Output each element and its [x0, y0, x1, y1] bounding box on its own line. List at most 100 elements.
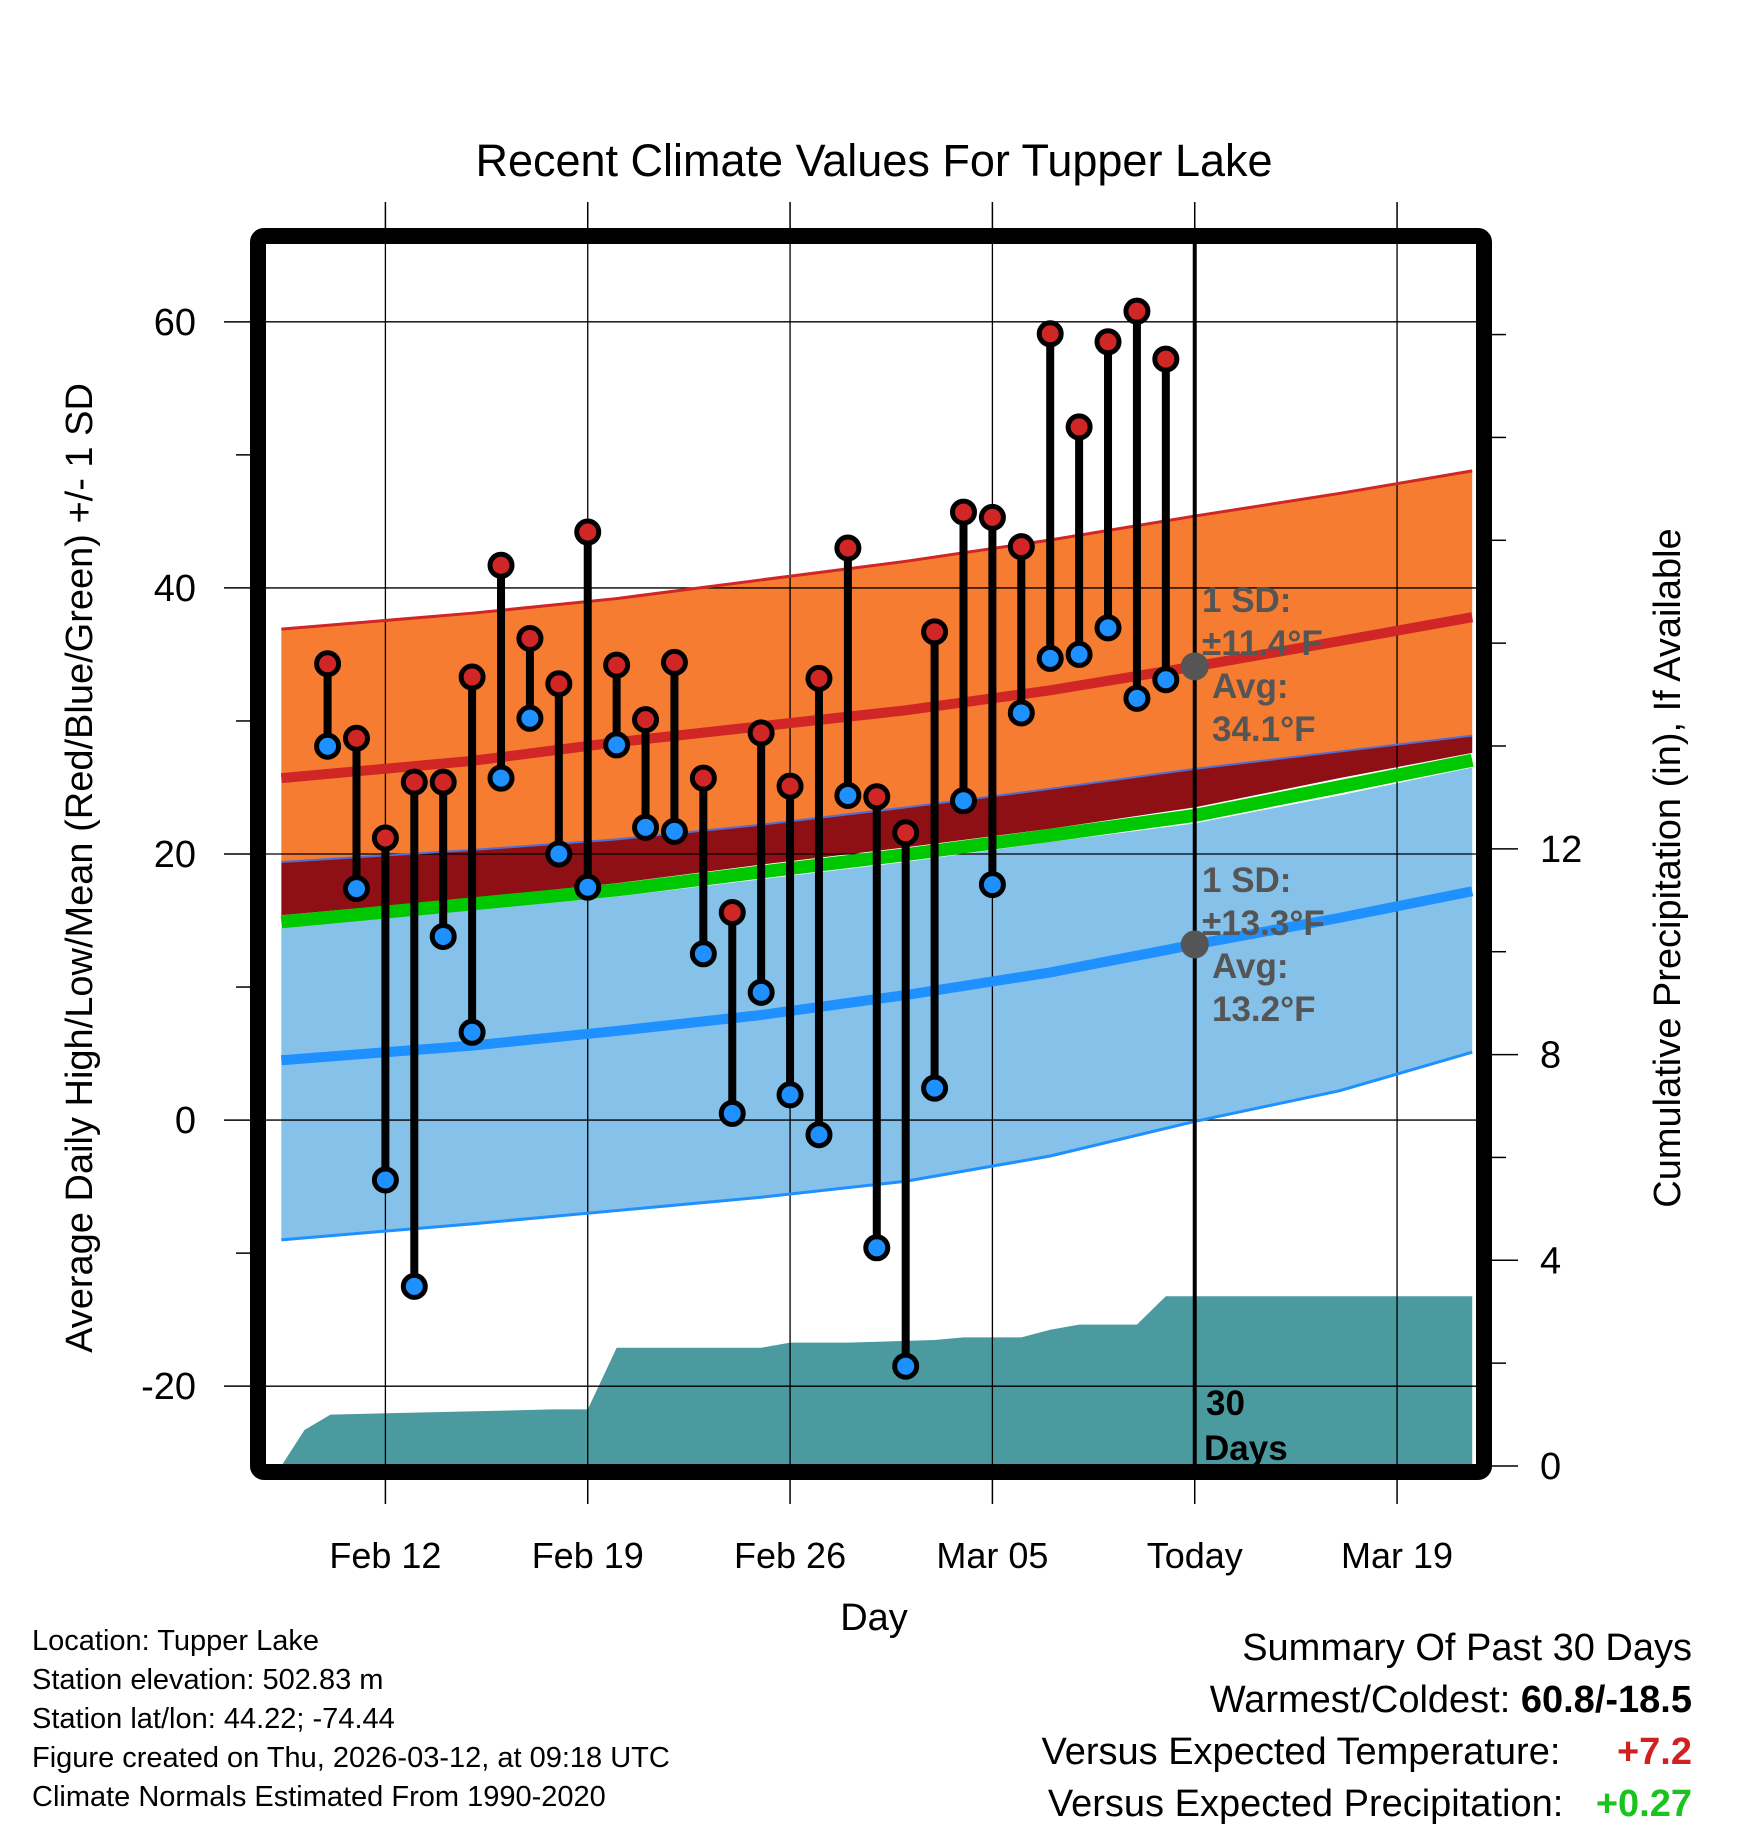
daily-low-point [400, 1272, 428, 1300]
daily-high-point [1036, 320, 1064, 348]
x-tick-label: Mar 05 [936, 1535, 1048, 1576]
created-text: Figure created on Thu, 2026-03-12, at 09… [32, 1742, 670, 1774]
location-text: Location: Tupper Lake [32, 1625, 319, 1657]
normals-text: Climate Normals Estimated From 1990-2020 [32, 1781, 606, 1813]
daily-low-point [429, 922, 457, 950]
daily-high-point [978, 503, 1006, 531]
x-tick-label: Mar 19 [1341, 1535, 1453, 1576]
daily-high-point [632, 706, 660, 734]
daily-high-point [1007, 533, 1035, 561]
daily-high-point [545, 670, 573, 698]
high-sd-label: 1 SD: [1202, 581, 1291, 620]
daily-low-point [574, 873, 602, 901]
daily-low-point [487, 764, 515, 792]
days-word: Days [1204, 1429, 1288, 1468]
y-axis-label: Average Daily High/Low/Mean (Red/Blue/Gr… [59, 383, 101, 1353]
plot-border [250, 228, 1492, 1480]
daily-low-point [458, 1018, 486, 1046]
daily-high-point [1123, 297, 1151, 325]
x-axis-label: Day [840, 1597, 908, 1639]
daily-low-point [1094, 614, 1122, 642]
daily-high-point [516, 624, 544, 652]
days-count: 30 [1206, 1384, 1245, 1423]
daily-low-point [314, 732, 342, 760]
daily-low-point [949, 787, 977, 815]
daily-high-point [834, 534, 862, 562]
daily-low-point [603, 731, 631, 759]
daily-high-point [747, 719, 775, 747]
daily-low-point [776, 1081, 804, 1109]
y2-tick-label: 4 [1540, 1240, 1561, 1282]
high-normal-line [280, 612, 1474, 784]
daily-low-point [1065, 640, 1093, 668]
y2-tick-label: 12 [1540, 829, 1582, 871]
daily-low-point [1152, 666, 1180, 694]
high-avg-label: Avg: [1212, 667, 1288, 706]
daily-high-point [314, 650, 342, 678]
station-info: Location: Tupper Lake Station elevation:… [32, 1622, 670, 1817]
elevation-text: Station elevation: 502.83 m [32, 1664, 384, 1696]
daily-low-point [718, 1099, 746, 1127]
y-tick-label: 20 [154, 834, 196, 876]
daily-low-point [1123, 684, 1151, 712]
y-tick-label: 0 [175, 1100, 196, 1142]
y-tick-label: -20 [141, 1366, 196, 1408]
daily-high-point [689, 764, 717, 792]
daily-low-point [863, 1234, 891, 1262]
daily-high-point [949, 498, 977, 526]
high-avg-value: 34.1°F [1212, 710, 1316, 749]
warm-cold-value: 60.8/-18.5 [1520, 1679, 1692, 1721]
precip-label: Versus Expected Precipitation: [1047, 1783, 1564, 1825]
y2-axis-label: Cumulative Precipitation (in), If Availa… [1647, 528, 1689, 1207]
daily-high-point [342, 724, 370, 752]
daily-low-point [1036, 644, 1064, 672]
daily-high-point [805, 664, 833, 692]
low-sd-label: 1 SD: [1202, 861, 1291, 900]
high-plus-sd-line [281, 469, 1473, 631]
x-tick-label: Today [1147, 1535, 1243, 1576]
y2-tick-label: 0 [1540, 1446, 1561, 1488]
daily-low-point [805, 1121, 833, 1149]
chart-title: Recent Climate Values For Tupper Lake [475, 135, 1272, 186]
temp-label: Versus Expected Temperature: [1041, 1731, 1561, 1773]
axes: Feb 12 Feb 19 Feb 26 Mar 05 Today Mar 19 -20 0 2… [141, 202, 1582, 1576]
high-sd-value: ±11.4°F [1202, 624, 1323, 663]
days-annotation: 30 Days [1204, 1384, 1288, 1468]
low-avg-value: 13.2°F [1212, 990, 1316, 1029]
daily-high-point [1094, 328, 1122, 356]
precip-cumulative-area [281, 1296, 1473, 1466]
daily-low-point [660, 817, 688, 845]
x-tick-label: Feb 19 [532, 1535, 644, 1576]
today-marker [1180, 242, 1209, 1466]
daily-low-point [747, 978, 775, 1006]
daily-high-point [603, 651, 631, 679]
daily-high-point [371, 824, 399, 852]
high-avg-marker [1180, 652, 1209, 681]
high-sd-band [281, 470, 1473, 862]
precip-row: Versus Expected Precipitation: +0.27 [1041, 1778, 1692, 1830]
y-tick-label: 40 [154, 568, 196, 610]
daily-high-point [1065, 413, 1093, 441]
daily-low-point [632, 813, 660, 841]
warm-cold-label: Warmest/Coldest: [1209, 1679, 1511, 1721]
low-annotation: 1 SD: ±13.3°F Avg: 13.2°F [1202, 861, 1325, 1029]
warm-cold-row: Warmest/Coldest: 60.8/-18.5 [1041, 1674, 1692, 1726]
daily-high-point [458, 663, 486, 691]
daily-high-point [921, 618, 949, 646]
daily-high-point [429, 768, 457, 796]
low-avg-label: Avg: [1212, 947, 1288, 986]
daily-high-point [776, 772, 804, 800]
daily-low-point [689, 940, 717, 968]
temp-value: +7.2 [1616, 1731, 1692, 1773]
summary-title: Summary Of Past 30 Days [1242, 1627, 1692, 1669]
y-tick-label: 60 [154, 302, 196, 344]
daily-high-point [660, 648, 688, 676]
latlon-text: Station lat/lon: 44.22; -74.44 [32, 1703, 395, 1735]
daily-low-point [921, 1074, 949, 1102]
daily-high-point [1152, 345, 1180, 373]
daily-low-point [342, 875, 370, 903]
precip-value: +0.27 [1595, 1783, 1692, 1825]
daily-low-point [978, 871, 1006, 899]
precipitation-area [281, 1296, 1473, 1466]
low-sd-value: ±13.3°F [1202, 904, 1325, 943]
